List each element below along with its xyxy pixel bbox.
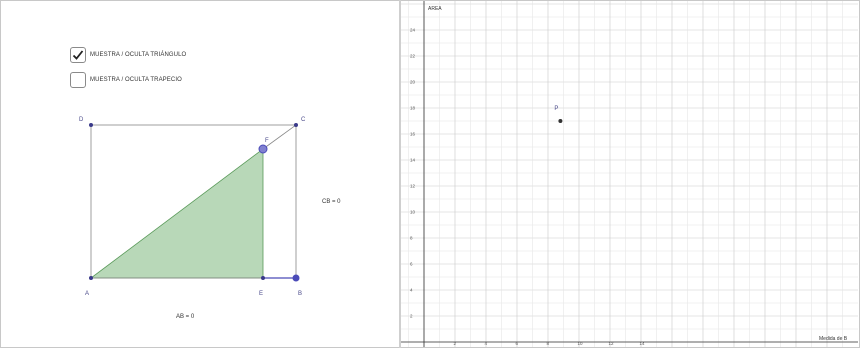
label-p: P [554, 106, 558, 112]
grid-lines [401, 1, 858, 347]
point-e[interactable] [261, 276, 265, 280]
point-a[interactable] [89, 276, 93, 280]
y-tick-label: 12 [410, 184, 416, 189]
y-tick-label: 20 [410, 80, 416, 85]
x-tick-label: 4 [485, 341, 488, 346]
measure-cb: CB = 0 [322, 199, 341, 205]
x-tick-label: 2 [454, 341, 457, 346]
label-a: A [85, 291, 89, 297]
point-p[interactable] [558, 119, 563, 123]
y-tick-label: 18 [410, 106, 416, 111]
label-c: C [301, 117, 306, 123]
checkmark-icon [72, 50, 84, 60]
x-tick-label: 12 [609, 341, 615, 346]
show-triangle-checkbox[interactable] [70, 47, 86, 63]
y-tick-label: 14 [410, 158, 416, 163]
triangle-shape[interactable] [89, 148, 264, 279]
show-trapezoid-checkbox[interactable] [70, 72, 86, 88]
x-axis-label: Medida de B [819, 336, 848, 342]
checkbox-row-triangle[interactable]: MUESTRA / OCULTA TRIÁNGULO [70, 46, 186, 64]
y-tick-label: 4 [410, 288, 413, 293]
y-tick-label: 10 [410, 210, 416, 215]
x-tick-label: 10 [578, 341, 584, 346]
y-tick-label: 16 [410, 132, 416, 137]
geometry-canvas[interactable]: D C A E B F AB = 0 CB = 0 [1, 1, 399, 345]
geometry-view[interactable]: MUESTRA / OCULTA TRIÁNGULO MUESTRA / OCU… [1, 1, 399, 345]
point-b[interactable] [292, 274, 300, 282]
y-axis-label: AREA [428, 6, 442, 12]
y-tick-label: 2 [410, 314, 413, 319]
graphics-view[interactable]: 2 4 6 8 10 12 14 16 18 20 22 24 2 4 6 8 10 12 14 AREA Medi… [401, 1, 858, 347]
checkbox-row-trapezoid[interactable]: MUESTRA / OCULTA TRAPECIO [70, 71, 182, 89]
label-b: B [298, 291, 302, 297]
x-tick-label: 8 [547, 341, 550, 346]
point-f[interactable] [258, 144, 268, 154]
point-c[interactable] [294, 123, 298, 127]
y-tick-label: 8 [410, 236, 413, 241]
rectangle-abcd [90, 124, 297, 279]
view-divider[interactable] [399, 0, 401, 348]
x-tick-label: 14 [640, 341, 646, 346]
point-d[interactable] [89, 123, 93, 127]
segment-fc [262, 124, 297, 150]
label-d: D [79, 117, 84, 123]
y-tick-label: 24 [410, 28, 416, 33]
show-triangle-label: MUESTRA / OCULTA TRIÁNGULO [90, 52, 187, 58]
label-f: F [265, 138, 269, 144]
measure-ab: AB = 0 [176, 314, 195, 320]
x-tick-label: 6 [516, 341, 519, 346]
y-tick-label: 6 [410, 262, 413, 267]
y-tick-label: 22 [410, 54, 416, 59]
label-e: E [259, 291, 263, 297]
show-trapezoid-label: MUESTRA / OCULTA TRAPECIO [90, 77, 182, 83]
